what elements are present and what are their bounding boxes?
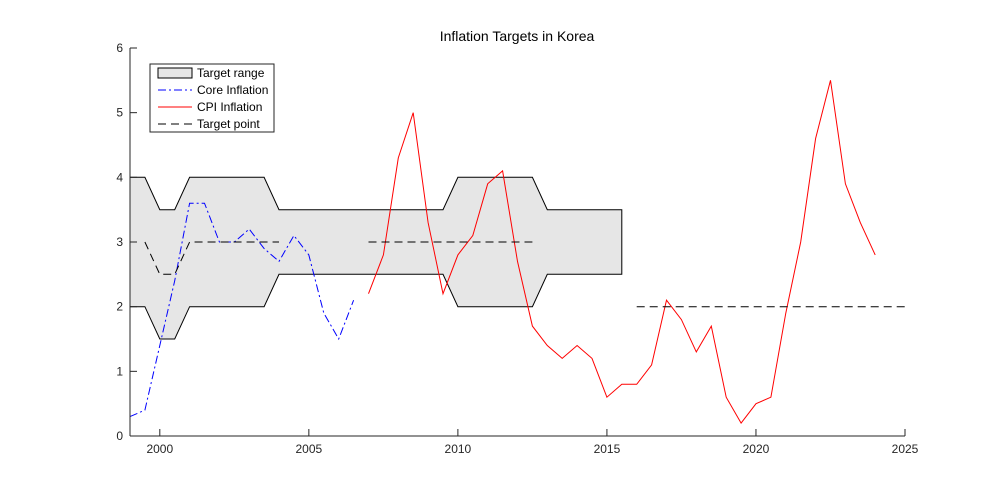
y-tick-label-1: 1	[116, 364, 123, 378]
legend-label-target-point: Target point	[197, 117, 260, 131]
legend-label-cpi-inflation: CPI Inflation	[197, 100, 262, 114]
legend-label-core-inflation: Core Inflation	[197, 83, 268, 97]
y-tick-label-5: 5	[116, 106, 123, 120]
y-tick-label-4: 4	[116, 170, 123, 184]
plot-area	[129, 80, 905, 424]
legend: Target range Core Inflation CPI Inflation T…	[149, 63, 275, 133]
chart-title: Inflation Targets in Korea	[440, 28, 595, 44]
x-tick-label-2000: 2000	[146, 442, 173, 456]
target-range-band	[129, 176, 623, 340]
y-tick-label-6: 6	[116, 41, 123, 55]
core-inflation-line	[129, 202, 355, 418]
x-tick-label-2010: 2010	[445, 442, 472, 456]
x-tick-label-2005: 2005	[295, 442, 322, 456]
legend-swatch-target-range	[157, 67, 193, 79]
legend-label-target-range: Target range	[197, 66, 265, 80]
cpi-inflation-line	[368, 80, 876, 424]
axes: 2000 2005 2010 2015 2020 2025 0 1 2 3 4 5 6	[116, 41, 918, 456]
target-point-line-1	[144, 241, 279, 275]
x-tick-label-2015: 2015	[594, 442, 621, 456]
x-tick-label-2020: 2020	[743, 442, 770, 456]
y-tick-label-2: 2	[116, 300, 123, 314]
y-tick-label-0: 0	[116, 429, 123, 443]
x-tick-label-2025: 2025	[892, 442, 919, 456]
y-tick-label-3: 3	[116, 235, 123, 249]
